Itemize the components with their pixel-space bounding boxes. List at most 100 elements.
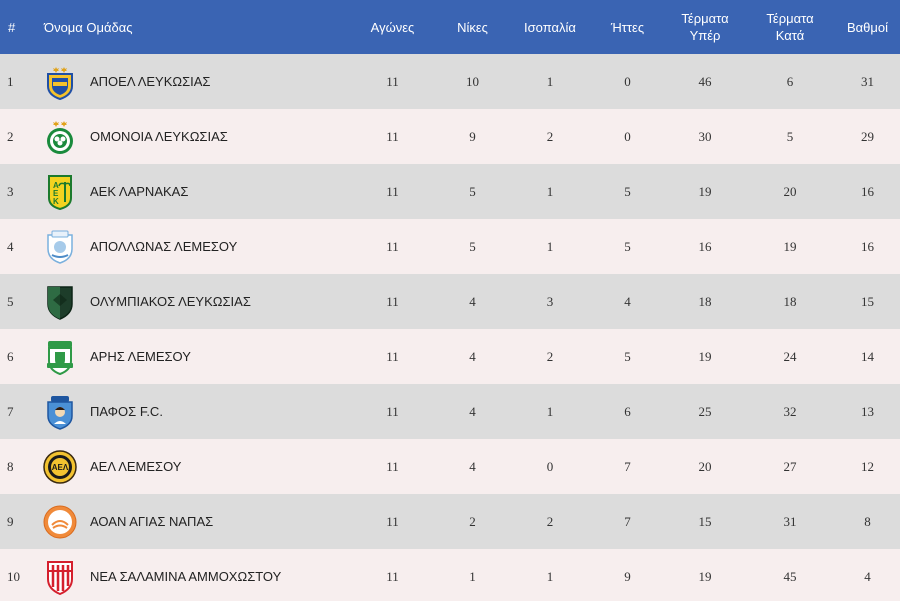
team-info: ΑΠΟΕΛ ΛΕΥΚΩΣΙΑΣ: [40, 62, 350, 102]
cell-wins: 5: [469, 183, 476, 199]
aoan-crest-icon: [40, 502, 80, 542]
cell-team: ΑΠΟΛΛΩΝΑΣ ΛΕΜΕΣΟΥ: [40, 219, 350, 274]
table-row[interactable]: 9 ΑΟΑΝ ΑΓΙΑΣ ΝΑΠΑΣ 11 2 2 7 15 31 8: [0, 494, 900, 549]
team-name[interactable]: ΑΡΗΣ ΛΕΜΕΣΟΥ: [90, 349, 191, 364]
cell-wins: 5: [469, 238, 476, 254]
cell-points: 14: [861, 348, 874, 364]
table-row[interactable]: 4 ΑΠΟΛΛΩΝΑΣ ΛΕΜΕΣΟΥ 11 5 1 5 16 19 16: [0, 219, 900, 274]
table-row[interactable]: 3 A E K ΑΕΚ ΛΑΡΝΑΚΑΣ 11 5 1 5 19 20 16: [0, 164, 900, 219]
cell-losses: 5: [624, 183, 631, 199]
table-row[interactable]: 10 ΝΕΑ ΣΑΛΑΜΙΝΑ ΑΜΜΟΧΩΣΤΟΥ 11 1 1 9 19 45 4: [0, 549, 900, 601]
cell-goals-for: 20: [698, 458, 712, 474]
table-row[interactable]: 7 ΠΑΦΟΣ F.C. 11 4 1 6 25 32 13: [0, 384, 900, 439]
table-header-row: # Όνομα Ομάδας Αγώνες Νίκες Ισοπαλία Ήττ…: [0, 0, 900, 54]
cell-draws: 2: [546, 513, 554, 529]
cell-goals-against: 45: [783, 568, 797, 584]
team-name[interactable]: ΟΜΟΝΟΙΑ ΛΕΥΚΩΣΙΑΣ: [90, 129, 228, 144]
team-info: ΑΟΑΝ ΑΓΙΑΣ ΝΑΠΑΣ: [40, 502, 350, 542]
cell-draws: 1: [546, 73, 554, 89]
cell-team: ΑΠΟΕΛ ΛΕΥΚΩΣΙΑΣ: [40, 54, 350, 109]
cell-goals-against: 24: [783, 348, 797, 364]
cell-goals-for: 19: [698, 348, 712, 364]
team-name[interactable]: ΑΕΛ ΛΕΜΕΣΟΥ: [90, 459, 182, 474]
apollon-crest-icon: [40, 227, 80, 267]
header-goals-for-line2: Υπέρ: [689, 28, 721, 43]
cell-played: 11: [386, 293, 399, 309]
header-goals-against-line2: Κατά: [775, 28, 805, 43]
cell-goals-for: 19: [698, 568, 712, 584]
cell-draws: 1: [546, 183, 554, 199]
team-name[interactable]: ΑΠΟΛΛΩΝΑΣ ΛΕΜΕΣΟΥ: [90, 239, 238, 254]
header-goals-for: Τέρματα Υπέρ: [665, 0, 745, 54]
cell-points: 8: [864, 513, 871, 529]
cell-losses: 0: [624, 73, 631, 89]
header-position: #: [8, 19, 16, 35]
cell-wins: 1: [469, 568, 476, 584]
table-row[interactable]: 8 AEΛ ΑΕΛ ΛΕΜΕΣΟΥ 11 4 0 7 20 27 12: [0, 439, 900, 494]
team-name[interactable]: ΑΠΟΕΛ ΛΕΥΚΩΣΙΑΣ: [90, 74, 211, 89]
svg-text:K: K: [53, 197, 59, 206]
table-row[interactable]: 1 ΑΠΟΕΛ ΛΕΥΚΩΣΙΑΣ 11 10 1 0 46 6 31: [0, 54, 900, 109]
cell-team: A E K ΑΕΚ ΛΑΡΝΑΚΑΣ: [40, 164, 350, 219]
cell-losses: 5: [624, 238, 631, 254]
cell-goals-for: 25: [698, 403, 712, 419]
cell-played: 11: [386, 403, 399, 419]
team-info: ΟΛΥΜΠΙΑΚΟΣ ΛΕΥΚΩΣΙΑΣ: [40, 282, 350, 322]
team-info: A E K ΑΕΚ ΛΑΡΝΑΚΑΣ: [40, 172, 350, 212]
cell-points: 29: [861, 128, 874, 144]
header-losses: Ήττες: [610, 19, 645, 35]
cell-draws: 1: [546, 403, 554, 419]
cell-played: 11: [386, 73, 399, 89]
team-info: AEΛ ΑΕΛ ΛΕΜΕΣΟΥ: [40, 447, 350, 487]
table-row[interactable]: 6 ΑΡΗΣ ΛΕΜΕΣΟΥ 11 4 2 5 19 24 14: [0, 329, 900, 384]
cell-team: ΑΡΗΣ ΛΕΜΕΣΟΥ: [40, 329, 350, 384]
cell-goals-for: 46: [698, 73, 712, 89]
table-row[interactable]: 5 ΟΛΥΜΠΙΑΚΟΣ ΛΕΥΚΩΣΙΑΣ 11 4 3 4 18 18 15: [0, 274, 900, 329]
cell-team: AEΛ ΑΕΛ ΛΕΜΕΣΟΥ: [40, 439, 350, 494]
header-points: Βαθμοί: [846, 19, 889, 35]
header-played: Αγώνες: [370, 19, 415, 35]
team-name[interactable]: ΑΟΑΝ ΑΓΙΑΣ ΝΑΠΑΣ: [90, 514, 214, 529]
cell-goals-against: 31: [783, 513, 797, 529]
team-info: ΠΑΦΟΣ F.C.: [40, 392, 350, 432]
olympiakos-crest-icon: [40, 282, 80, 322]
svg-text:E: E: [53, 189, 59, 198]
ael-crest-icon: AEΛ: [40, 447, 80, 487]
omonoia-crest-icon: [40, 117, 80, 157]
cell-team: ΟΜΟΝΟΙΑ ΛΕΥΚΩΣΙΑΣ: [40, 109, 350, 164]
team-info: ΑΠΟΛΛΩΝΑΣ ΛΕΜΕΣΟΥ: [40, 227, 350, 267]
cell-played: 11: [386, 458, 399, 474]
cell-draws: 1: [546, 568, 554, 584]
cell-goals-for: 16: [698, 238, 712, 254]
header-team-name: Όνομα Ομάδας: [44, 19, 133, 35]
cell-points: 16: [861, 183, 874, 199]
apoel-crest-icon: [40, 62, 80, 102]
cell-goals-against: 6: [786, 73, 794, 89]
cell-goals-against: 32: [783, 403, 797, 419]
team-name[interactable]: ΠΑΦΟΣ F.C.: [90, 404, 163, 419]
cell-wins: 4: [469, 458, 476, 474]
team-name[interactable]: ΟΛΥΜΠΙΑΚΟΣ ΛΕΥΚΩΣΙΑΣ: [90, 294, 251, 309]
cell-played: 11: [386, 513, 399, 529]
header-goals-for-line1: Τέρματα: [681, 11, 729, 26]
header-wins: Νίκες: [457, 19, 488, 35]
cell-goals-for: 18: [698, 293, 712, 309]
cell-goals-against: 27: [783, 458, 797, 474]
cell-position: 9: [7, 513, 14, 529]
team-name[interactable]: ΑΕΚ ΛΑΡΝΑΚΑΣ: [90, 184, 189, 199]
team-info: ΝΕΑ ΣΑΛΑΜΙΝΑ ΑΜΜΟΧΩΣΤΟΥ: [40, 557, 350, 597]
cell-points: 31: [861, 73, 874, 89]
team-info: ΟΜΟΝΟΙΑ ΛΕΥΚΩΣΙΑΣ: [40, 117, 350, 157]
cell-wins: 4: [469, 403, 476, 419]
cell-goals-against: 19: [783, 238, 797, 254]
table-row[interactable]: 2 ΟΜΟΝΟΙΑ ΛΕΥΚΩΣΙΑΣ 11 9 2 0 30 5 29: [0, 109, 900, 164]
svg-text:AEΛ: AEΛ: [52, 463, 69, 472]
cell-position: 5: [7, 293, 14, 309]
cell-points: 12: [861, 458, 874, 474]
cell-position: 7: [7, 403, 14, 419]
team-name[interactable]: ΝΕΑ ΣΑΛΑΜΙΝΑ ΑΜΜΟΧΩΣΤΟΥ: [90, 569, 282, 584]
cell-played: 11: [386, 568, 399, 584]
cell-position: 8: [7, 458, 14, 474]
